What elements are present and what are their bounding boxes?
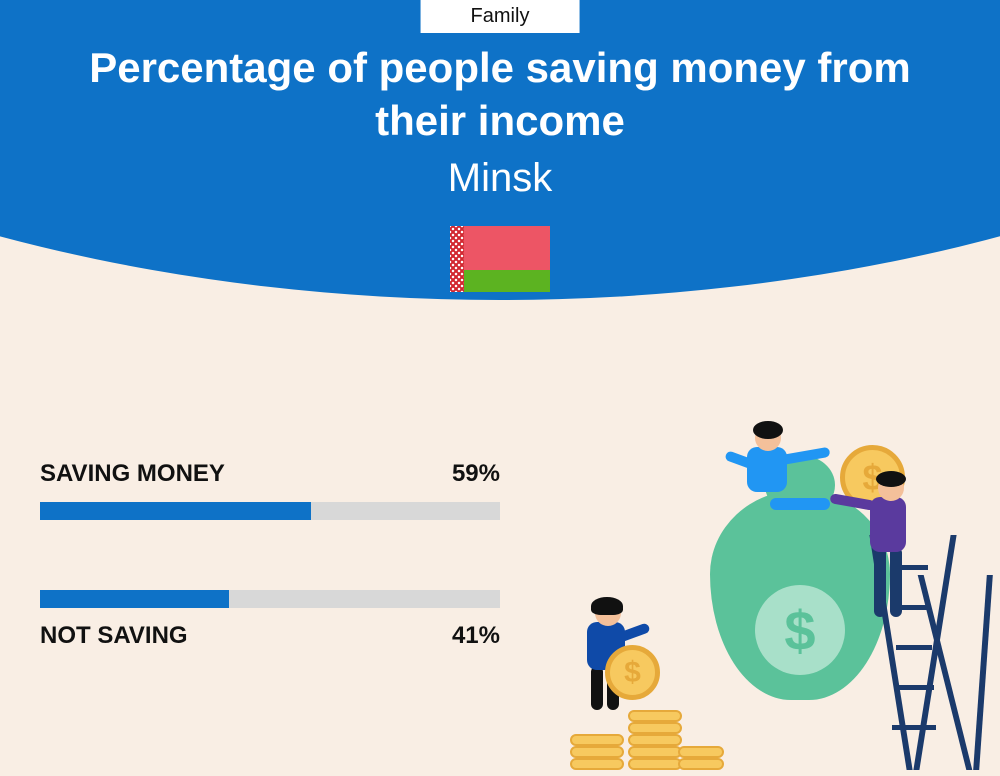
bar-track [40, 502, 500, 520]
bar-fill [40, 590, 229, 608]
bars-container: SAVING MONEY 59% NOT SAVING 41% [40, 460, 500, 720]
bar-saving-money: SAVING MONEY 59% [40, 460, 500, 520]
bar-track [40, 590, 500, 608]
dollar-badge-icon: $ [755, 585, 845, 675]
location-subtitle: Minsk [0, 156, 1000, 201]
bar-not-saving: NOT SAVING 41% [40, 590, 500, 650]
savings-illustration: $ $ $ [560, 430, 990, 770]
coin-stack-icon [570, 680, 710, 770]
bar-value: 59% [452, 460, 500, 488]
bar-label: NOT SAVING [40, 622, 188, 650]
category-tab: Family [421, 0, 580, 33]
bar-label: SAVING MONEY [40, 460, 225, 488]
person-ladder-icon [860, 475, 960, 675]
page-title: Percentage of people saving money from t… [0, 42, 1000, 147]
belarus-flag-icon [450, 226, 550, 292]
bar-value: 41% [452, 622, 500, 650]
person-top-icon [735, 425, 835, 525]
bar-fill [40, 502, 311, 520]
